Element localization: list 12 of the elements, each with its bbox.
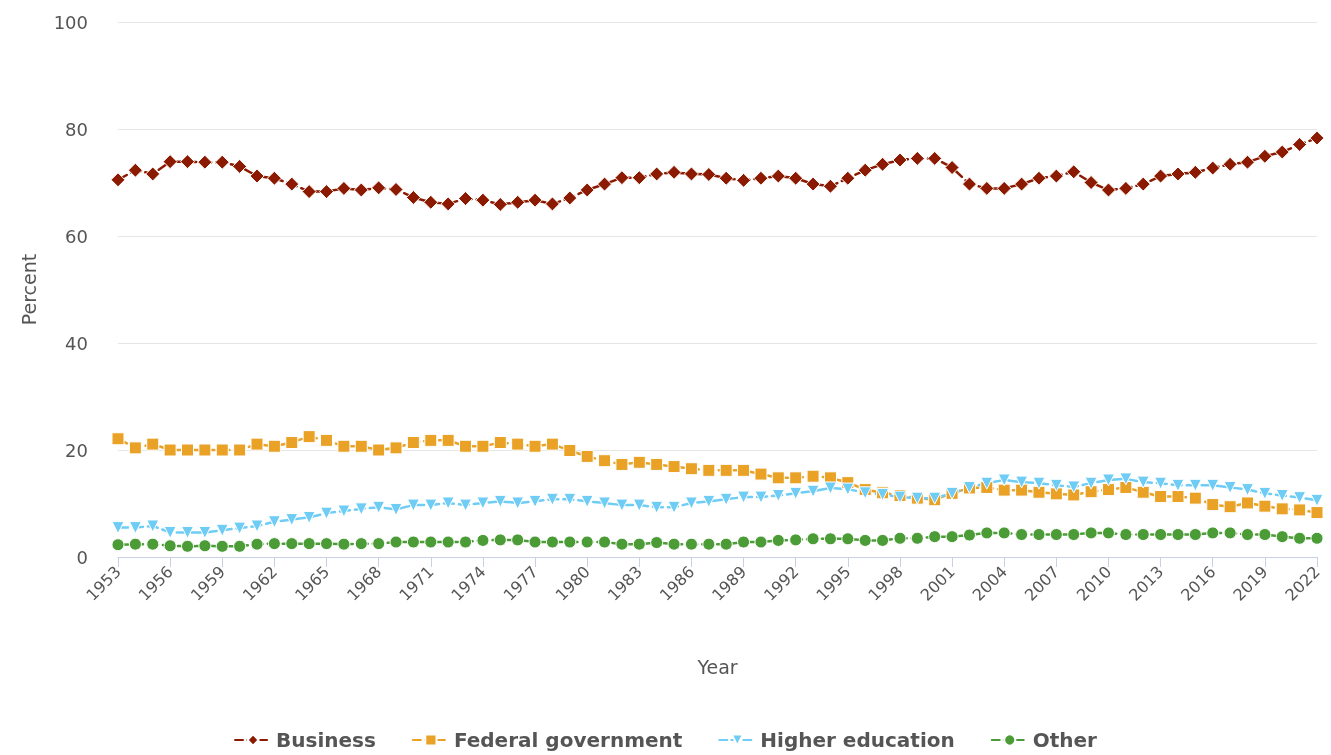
legend-label: Other xyxy=(1032,728,1098,752)
y-tick-label: 100 xyxy=(53,11,88,33)
y-tick-label: 40 xyxy=(65,332,88,354)
y-tick-label: 80 xyxy=(65,118,88,140)
legend-label: Federal government xyxy=(453,728,683,752)
x-axis-title: Year xyxy=(696,655,738,678)
legend-label: Business xyxy=(276,728,376,752)
y-tick-label: 0 xyxy=(76,546,88,568)
y-tick-label: 20 xyxy=(65,439,88,461)
y-axis-title: Percent xyxy=(17,253,40,326)
y-tick-label: 60 xyxy=(65,225,88,247)
legend-label: Higher education xyxy=(760,728,955,752)
